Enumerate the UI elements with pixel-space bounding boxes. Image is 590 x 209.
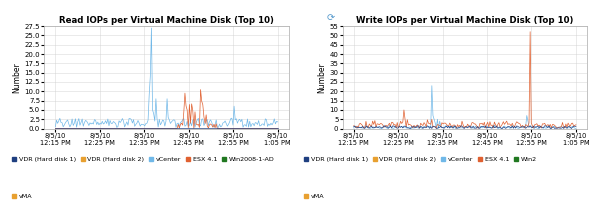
Text: ⟳: ⟳	[327, 13, 335, 23]
Y-axis label: Number: Number	[317, 62, 327, 93]
Legend: vMA: vMA	[301, 191, 327, 202]
Title: Read IOPs per Virtual Machine Disk (Top 10): Read IOPs per Virtual Machine Disk (Top …	[59, 16, 274, 25]
Legend: VDR (Hard disk 1), VDR (Hard disk 2), vCenter, ESX 4.1, Win2008-1-AD: VDR (Hard disk 1), VDR (Hard disk 2), vC…	[9, 154, 277, 165]
Title: Write IOPs per Virtual Machine Disk (Top 10): Write IOPs per Virtual Machine Disk (Top…	[356, 16, 573, 25]
Y-axis label: Number: Number	[12, 62, 22, 93]
Legend: vMA: vMA	[9, 191, 35, 202]
Legend: VDR (Hard disk 1), VDR (Hard disk 2), vCenter, ESX 4.1, Win2: VDR (Hard disk 1), VDR (Hard disk 2), vC…	[301, 154, 539, 165]
